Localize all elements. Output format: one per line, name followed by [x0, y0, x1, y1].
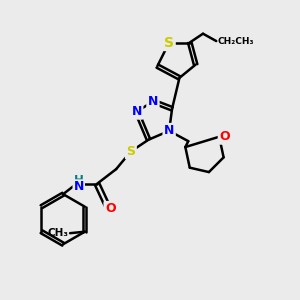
Text: CH₂CH₃: CH₂CH₃	[218, 37, 254, 46]
Text: CH₃: CH₃	[48, 228, 69, 238]
Text: N: N	[148, 95, 158, 108]
Text: N: N	[74, 180, 84, 193]
Text: S: S	[126, 145, 135, 158]
Text: O: O	[219, 130, 230, 143]
Text: N: N	[132, 105, 142, 118]
Text: N: N	[164, 124, 174, 137]
Text: S: S	[164, 35, 174, 50]
Text: H: H	[74, 174, 84, 187]
Text: O: O	[105, 202, 116, 215]
